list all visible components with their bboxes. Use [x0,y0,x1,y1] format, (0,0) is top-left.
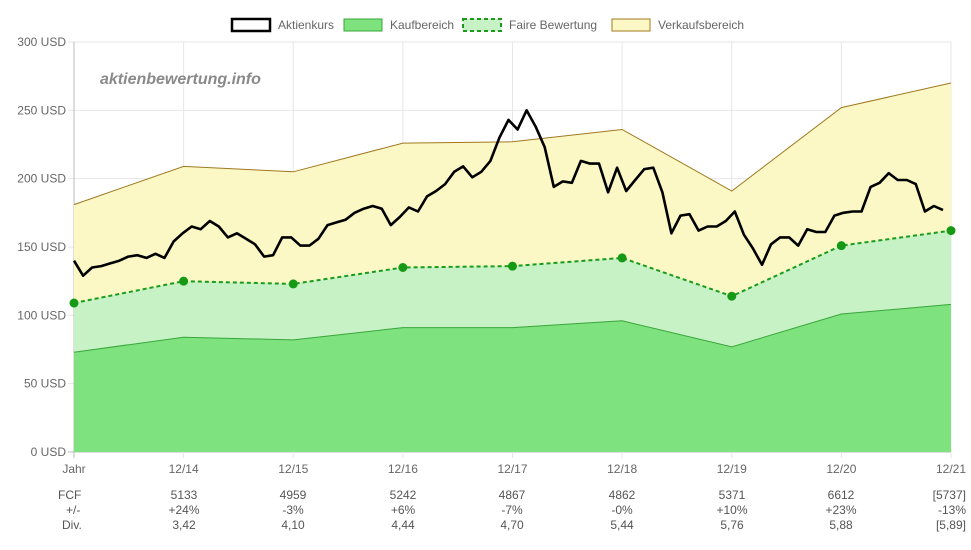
y-tick-label: 100 USD [17,308,66,322]
chart-lines [69,109,956,308]
row-label: +/- [66,503,81,517]
table-cell: [5737] [932,488,966,502]
table-cell: +10% [716,503,748,517]
table-cell: 4,70 [500,518,524,532]
legend-item: Aktienkurs [230,17,334,33]
x-tick-label: 12/15 [278,462,308,476]
legend-item: Kaufbereich [343,18,454,32]
x-tick-label: 12/17 [497,462,527,476]
fair-value-area [74,230,951,353]
table-cell: -0% [611,503,633,517]
table-cell: 5,88 [829,518,853,532]
chart-areas [73,82,952,452]
table-cell: [5,89] [935,518,966,532]
y-tick-label: 0 USD [31,445,67,459]
table-cell: 5,76 [720,518,744,532]
fair-value-point [508,261,517,271]
legend-item: Verkaufsbereich [611,18,744,32]
y-axis-ticks: 0 USD 50 USD 100 USD 150 USD 200 USD 250 USD 3… [17,35,66,459]
row-label: Div. [62,518,82,532]
y-tick-label: 200 USD [17,172,66,186]
table-cell: 5242 [389,488,417,502]
fair-value-point [617,253,627,263]
x-tick-label: 12/21 [936,462,966,476]
fair-value-point [727,291,737,301]
fair-value-point [179,276,189,286]
table-row-fcf: FCF 5133 4959 5242 4867 4862 5371 6612 [… [0,488,971,502]
legend-swatch [343,18,383,32]
buy-range-area [74,304,951,452]
legend-label: Faire Bewertung [509,18,597,32]
y-tick-label: 300 USD [17,35,66,49]
legend-label: Verkaufsbereich [658,18,744,32]
row-label: FCF [58,488,82,502]
table-cell: -3% [282,503,304,517]
stock-price-line [72,109,944,278]
table-cell: 5133 [170,488,198,502]
chart-legend: Aktienkurs Kaufbereich Faire Bewertung Verk… [230,17,744,33]
table-cell: 4959 [279,488,307,502]
table-row-change: +/- +24% -3% +6% -7% -0% +10% +23% -13% [0,503,971,517]
x-axis-ticks: Jahr 12/14 12/15 12/16 12/17 12/18 12/19 12/20 1… [62,462,966,476]
y-tick-label: 50 USD [24,377,66,391]
fair-value-point [836,241,846,251]
fair-value-point [946,226,956,236]
table-cell: 5,44 [610,518,634,532]
table-cell: 4867 [498,488,526,502]
x-tick-label: 12/19 [717,462,747,476]
sell-range-border [73,82,952,206]
buy-range-border [73,303,952,353]
table-cell: 5371 [718,488,746,502]
legend-swatch [462,18,502,32]
table-cell: +23% [825,503,857,517]
valuation-chart: 0 USD 50 USD 100 USD 150 USD 200 USD 250 USD 3… [17,17,966,476]
fair-value-point [398,263,408,272]
x-tick-label: 12/16 [388,462,418,476]
table-cell: 6612 [827,488,855,502]
x-tick-label: Jahr [62,462,85,476]
table-cell: -7% [501,503,523,517]
y-tick-label: 150 USD [17,240,66,254]
legend-swatch [611,18,651,32]
legend-swatch [230,17,272,33]
legend-label: Aktienkurs [278,18,334,32]
table-cell: -13% [937,503,966,517]
table-cell: 4,10 [281,518,305,532]
table-cell: 3,42 [172,518,196,532]
x-tick-label: 12/18 [607,462,637,476]
table-cell: 4,44 [391,518,415,532]
legend-label: Kaufbereich [390,18,454,32]
fair-value-point [288,279,298,289]
table-cell: +24% [168,503,200,517]
table-row-dividend: Div. 3,42 4,10 4,44 4,70 5,44 5,76 5,88 … [0,518,971,532]
table-cell: +6% [390,503,416,517]
x-tick-label: 12/20 [826,462,856,476]
table-cell: 4862 [608,488,636,502]
x-tick-label: 12/14 [169,462,199,476]
y-tick-label: 250 USD [17,103,66,117]
fair-value-point [69,298,79,308]
sell-range-area [74,83,951,303]
legend-item: Faire Bewertung [462,18,597,32]
watermark: aktienbewertung.info [100,71,261,88]
